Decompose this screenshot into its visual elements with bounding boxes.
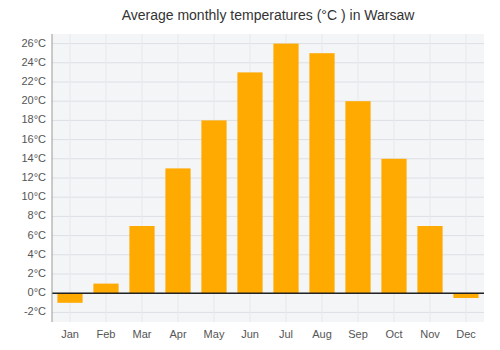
y-tick-label: 16°C [21,133,46,145]
y-grid-line [52,101,484,102]
y-grid-line [52,139,484,140]
y-axis-line [52,34,53,322]
zero-line [52,292,484,294]
y-tick-label: 14°C [21,152,46,164]
bar [273,44,298,294]
y-tick-label: 0°C [28,286,47,298]
bar [129,226,154,293]
y-grid-line [52,120,484,121]
bar [165,168,190,293]
x-tick-label: Jun [241,328,259,340]
x-tick-label: Aug [312,328,332,340]
chart-container: -2°C 0°C 2°C 4°C 6°C 8°C 10°C 12°C 14°C 16°C 18°C 2… [0,0,500,350]
y-grid-line [52,197,484,198]
y-grid-line [52,158,484,159]
bar [381,159,406,293]
y-tick-label: 18°C [21,113,46,125]
x-tick-label: Oct [385,328,402,340]
chart-title: Average monthly temperatures (°C ) in Wa… [122,7,416,23]
y-tick-label: 2°C [28,267,47,279]
y-tick-label: -2°C [24,305,46,317]
plot-background [52,34,484,322]
y-tick-label: 20°C [21,94,46,106]
x-tick-label: May [204,328,225,340]
y-grid-line [52,216,484,217]
bar [309,53,334,293]
y-tick-label: 4°C [28,248,47,260]
grid [52,34,484,322]
y-grid-line [52,62,484,63]
y-tick-label: 26°C [21,37,46,49]
x-tick-label: Dec [456,328,476,340]
bar [417,226,442,293]
x-grid-line [106,34,107,322]
y-tick-label: 6°C [28,229,47,241]
y-grid-line [52,312,484,313]
y-tick-label: 8°C [28,209,47,221]
x-tick-label: Jul [279,328,293,340]
y-tick-label: 24°C [21,56,46,68]
y-tick-label: 10°C [21,190,46,202]
bar [237,72,262,293]
y-grid-line [52,178,484,179]
bar [93,284,118,294]
y-tick-label: 12°C [21,171,46,183]
bars [57,44,478,303]
x-tick-label: Feb [97,328,116,340]
y-grid-line [52,43,484,44]
bar [201,120,226,293]
y-tick-label: 22°C [21,75,46,87]
y-grid-line [52,82,484,83]
bar [345,101,370,293]
x-tick-label: Jan [61,328,79,340]
x-grid-line [466,34,467,322]
chart-svg: -2°C 0°C 2°C 4°C 6°C 8°C 10°C 12°C 14°C 16°C 18°C 2… [0,0,500,350]
x-tick-label: Sep [348,328,368,340]
y-grid-line [52,293,484,294]
x-tick-label: Nov [420,328,440,340]
x-tick-label: Mar [133,328,152,340]
bar [57,293,82,303]
x-tick-label: Apr [169,328,186,340]
x-grid-line [70,34,71,322]
